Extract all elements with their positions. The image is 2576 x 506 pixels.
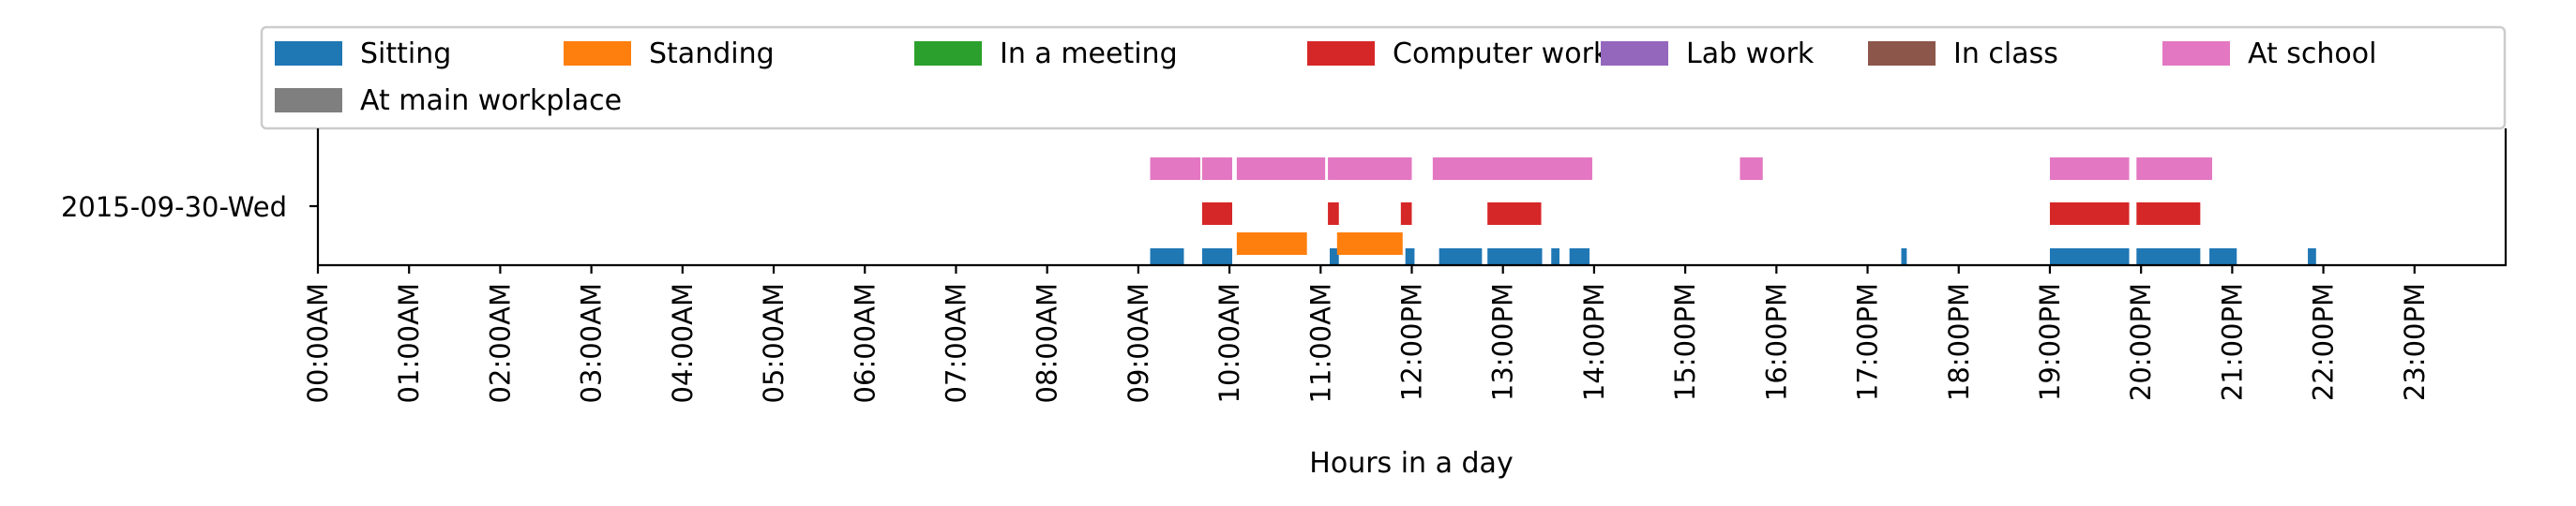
axes — [316, 128, 2508, 267]
bar-at-school — [1236, 157, 1326, 180]
x-tick-label: 08:00AM — [1032, 283, 1063, 403]
bar-at-school — [1328, 157, 1412, 180]
bar-at-school — [2136, 157, 2212, 180]
x-tick-label: 00:00AM — [302, 283, 334, 403]
bar-sitting — [2049, 248, 2130, 265]
legend-label-standing: Standing — [649, 37, 775, 70]
bar-computer-work — [1487, 202, 1542, 225]
x-tick-label: 07:00AM — [940, 283, 972, 403]
bar-sitting — [1405, 248, 1415, 265]
bar-at-school — [1740, 157, 1763, 180]
legend: Sitting Standing In a meeting Computer work… — [260, 25, 2507, 130]
x-tick-label: 11:00AM — [1304, 283, 1336, 403]
x-tick-label: 05:00AM — [758, 283, 790, 403]
x-tick-label: 02:00AM — [484, 283, 516, 403]
legend-swatch-in-class — [1868, 41, 1936, 66]
bar-at-school — [1201, 157, 1232, 180]
legend-swatch-at-main-workplace — [275, 88, 342, 112]
legend-label-computer-work: Computer work — [1393, 37, 1610, 70]
x-tick-label: 15:00PM — [1669, 283, 1701, 401]
legend-label-in-a-meeting: In a meeting — [1000, 37, 1178, 70]
bar-computer-work — [2049, 202, 2130, 225]
y-ticks: 2015-09-30-Wed — [61, 191, 318, 223]
x-tick-label: 21:00PM — [2216, 283, 2248, 401]
x-tick-label: 14:00PM — [1578, 283, 1610, 401]
bar-computer-work — [1201, 202, 1232, 225]
bar-at-school — [1432, 157, 1592, 180]
bar-sitting — [1901, 248, 1907, 265]
x-tick-label: 06:00AM — [849, 283, 881, 403]
x-tick-label: 20:00PM — [2125, 283, 2157, 401]
bar-at-school — [1150, 157, 1200, 180]
legend-swatch-computer-work — [1307, 41, 1375, 66]
x-tick-label: 17:00PM — [1852, 283, 1884, 401]
x-axis-title: Hours in a day — [1309, 447, 1513, 480]
x-ticks: 00:00AM 01:00AM 02:00AM 03:00AM 04:00AM 05:00… — [302, 265, 2431, 403]
x-tick-label: 13:00PM — [1487, 283, 1519, 401]
x-tick-label: 19:00PM — [2034, 283, 2066, 401]
legend-swatch-sitting — [275, 41, 342, 66]
timeline-bars — [1150, 157, 2316, 265]
x-tick-label: 23:00PM — [2399, 283, 2431, 401]
legend-swatch-standing — [564, 41, 631, 66]
x-tick-label: 10:00AM — [1213, 283, 1245, 403]
bar-sitting — [1330, 248, 1339, 265]
x-tick-label: 09:00AM — [1122, 283, 1154, 403]
y-tick-label-day: 2015-09-30-Wed — [61, 191, 287, 223]
x-tick-label: 03:00AM — [576, 283, 608, 403]
legend-label-in-class: In class — [1953, 37, 2058, 70]
bar-sitting — [2209, 248, 2237, 265]
bar-at-school — [2049, 157, 2130, 180]
legend-label-at-school: At school — [2248, 37, 2376, 70]
bar-sitting — [1551, 248, 1559, 265]
x-tick-label: 12:00PM — [1396, 283, 1428, 401]
bar-standing — [1236, 232, 1307, 255]
bar-computer-work — [2136, 202, 2201, 225]
x-tick-label: 22:00PM — [2308, 283, 2340, 401]
legend-swatch-lab-work — [1601, 41, 1668, 66]
legend-swatch-at-school — [2162, 41, 2230, 66]
bar-sitting — [1150, 248, 1184, 265]
bar-sitting — [2308, 248, 2316, 265]
legend-label-lab-work: Lab work — [1686, 37, 1815, 70]
bar-sitting — [1201, 248, 1232, 265]
x-tick-label: 04:00AM — [667, 283, 699, 403]
bar-sitting — [1487, 248, 1543, 265]
legend-label-at-main-workplace: At main workplace — [360, 84, 622, 117]
x-tick-label: 18:00PM — [1943, 283, 1975, 401]
x-tick-label: 16:00PM — [1760, 283, 1792, 401]
legend-frame — [260, 25, 2507, 130]
legend-label-sitting: Sitting — [360, 37, 451, 70]
bar-standing — [1336, 232, 1403, 255]
bar-sitting — [2136, 248, 2201, 265]
legend-swatch-in-a-meeting — [914, 41, 982, 66]
bar-computer-work — [1400, 202, 1412, 225]
bar-computer-work — [1328, 202, 1339, 225]
x-tick-label: 01:00AM — [393, 283, 425, 403]
bar-sitting — [1439, 248, 1483, 265]
bar-sitting — [1569, 248, 1590, 265]
